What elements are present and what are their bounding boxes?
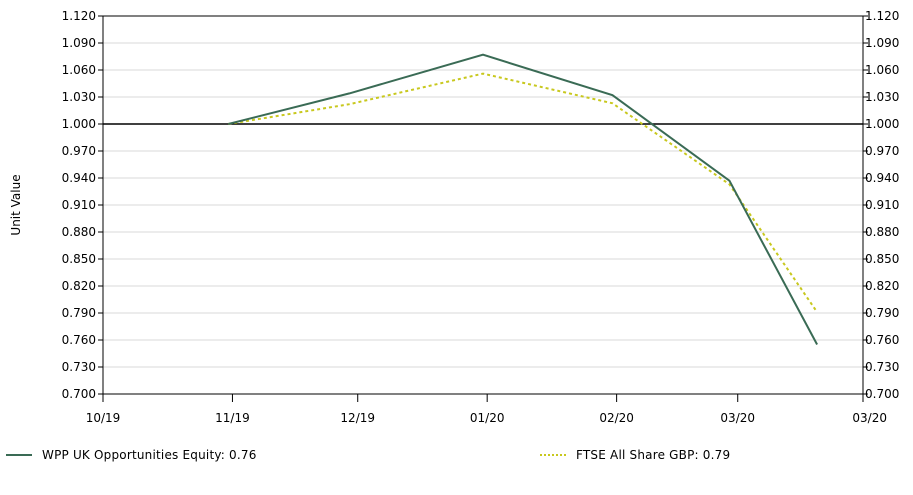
y-tick-label: 0.940 — [62, 171, 96, 185]
y-tick-label: 0.910 — [62, 198, 96, 212]
legend-item-ftse: FTSE All Share GBP: 0.79 — [540, 445, 730, 465]
legend-label: WPP UK Opportunities Equity: 0.76 — [42, 448, 257, 462]
y-tick-label: 1.030 — [62, 90, 96, 104]
y-tick-label: 0.820 — [62, 279, 96, 293]
y-tick-label: 0.730 — [62, 360, 96, 374]
y-tick-label: 1.060 — [62, 63, 96, 77]
y-tick-label: 0.970 — [62, 144, 96, 158]
y-tick-label-right: 1.060 — [865, 63, 899, 77]
y-tick-label: 0.700 — [62, 387, 96, 401]
y-tick-label-right: 0.910 — [865, 198, 899, 212]
y-axis-label: Unit Value — [9, 174, 23, 235]
y-tick-label-right: 1.030 — [865, 90, 899, 104]
y-tick-label-right: 0.940 — [865, 171, 899, 185]
x-tick-label: 10/19 — [86, 411, 121, 425]
x-tick-label: 11/19 — [215, 411, 250, 425]
x-tick-label: 03/20 — [852, 411, 887, 425]
y-axis-right: 1.120 1.090 1.060 1.030 1.000 0.970 0.940 0.910… — [863, 9, 899, 401]
y-tick-label-right: 0.760 — [865, 333, 899, 347]
y-tick-label-right: 0.880 — [865, 225, 899, 239]
y-tick-label: 1.090 — [62, 36, 96, 50]
legend-swatch-dotted — [540, 454, 566, 456]
y-tick-label: 0.880 — [62, 225, 96, 239]
y-tick-label-right: 0.700 — [865, 387, 899, 401]
x-tick-label: 12/19 — [340, 411, 375, 425]
y-tick-label: 0.850 — [62, 252, 96, 266]
x-axis: 10/19 11/19 12/19 01/20 02/20 03/20 03/20 — [86, 394, 887, 425]
y-tick-label-right: 0.820 — [865, 279, 899, 293]
y-tick-label-right: 0.850 — [865, 252, 899, 266]
x-tick-label: 02/20 — [599, 411, 634, 425]
y-tick-label: 1.120 — [62, 9, 96, 23]
y-tick-label-right: 1.090 — [865, 36, 899, 50]
legend-item-wpp: WPP UK Opportunities Equity: 0.76 — [6, 445, 257, 465]
y-tick-label: 0.790 — [62, 306, 96, 320]
series-layer — [228, 53, 818, 345]
y-tick-label-right: 0.730 — [865, 360, 899, 374]
y-tick-label-right: 1.000 — [865, 117, 899, 131]
y-tick-label-right: 0.790 — [865, 306, 899, 320]
plot-frame — [102, 15, 864, 395]
legend-label: FTSE All Share GBP: 0.79 — [576, 448, 731, 462]
y-tick-label: 0.760 — [62, 333, 96, 347]
x-tick-label: 01/20 — [470, 411, 505, 425]
y-axis-left: 1.120 1.090 1.060 1.030 1.000 0.970 0.940 0.910… — [62, 9, 103, 401]
line-chart: 1.120 1.090 1.060 1.030 1.000 0.970 0.940 0.910… — [9, 9, 899, 425]
series-line-ftse-all-share-gbp — [228, 72, 818, 313]
x-tick-label: 03/20 — [720, 411, 755, 425]
y-tick-label: 1.000 — [62, 117, 96, 131]
y-tick-label-right: 0.970 — [865, 144, 899, 158]
y-tick-label-right: 1.120 — [865, 9, 899, 23]
series-line-wpp-uk-opportunities-equity — [228, 53, 818, 345]
legend-swatch-solid — [6, 454, 32, 456]
